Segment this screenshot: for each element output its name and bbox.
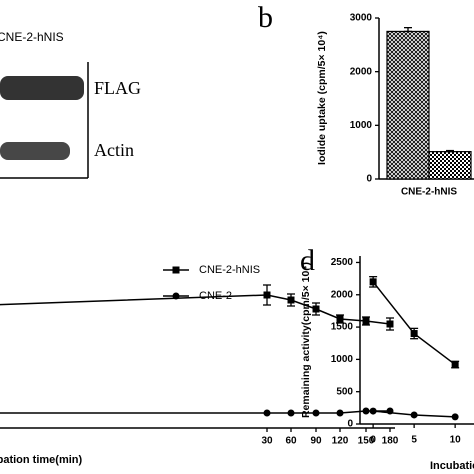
y-tick-label: 500 [336,386,353,397]
x-axis-label: Incubation [430,460,474,472]
x-axis-label: Incubation time(min) [0,454,83,466]
y-tick-label: 2000 [331,289,354,300]
marker [336,409,344,417]
legend-label: CNE-2-hNIS [199,264,260,276]
panel-label: b [258,1,273,34]
y-tick-label: 1000 [331,354,354,365]
blot-header: CNE-2-hNIS [0,30,64,44]
marker [410,330,418,338]
y-tick-label: 2000 [350,66,373,77]
y-tick-label: 1000 [350,120,373,131]
marker [362,407,370,415]
x-tick-label: 90 [310,436,322,447]
x-tick-label: 120 [332,436,349,447]
legend-marker [172,266,180,274]
blot-label: Actin [94,140,134,160]
y-axis-label: Iodide uptake (cpm/5× 10⁴) [316,31,328,165]
marker [410,411,418,419]
legend-label: CNE-2 [199,290,232,302]
marker [451,361,459,369]
x-tick-label: CNE-2-hNIS [401,187,457,198]
actin-band [0,142,70,160]
marker [263,291,271,299]
marker [312,409,320,417]
blot-panel: CNE-2-hNIS FLAG Actin [0,30,141,179]
marker [362,317,370,325]
x-tick-label: 10 [450,435,462,446]
marker [369,278,377,286]
x-tick-label: 150 [358,436,375,447]
bar [428,151,472,180]
x-tick-label: 60 [285,436,297,447]
panel-label: d [300,244,315,277]
marker [312,305,320,313]
bar [386,30,430,180]
y-tick-label: 1500 [331,322,354,333]
marker [287,296,295,304]
marker [369,407,377,415]
y-axis-label: Remaining activity(cpm/5× 10⁴) [300,262,312,418]
y-tick-label: 0 [347,419,353,430]
x-tick-label: 5 [411,435,417,446]
marker [287,409,295,417]
blot-label: FLAG [94,78,141,98]
y-tick-label: 3000 [350,13,373,24]
x-tick-label: 180 [382,436,399,447]
marker [336,315,344,323]
x-tick-label: 0 [370,435,376,446]
flag-band [0,76,84,100]
y-tick-label: 0 [366,174,372,185]
y-tick-label: 2500 [331,257,354,268]
marker [386,320,394,328]
x-tick-label: 30 [261,436,273,447]
marker [451,413,459,421]
marker [263,409,271,417]
series-line [0,410,390,414]
